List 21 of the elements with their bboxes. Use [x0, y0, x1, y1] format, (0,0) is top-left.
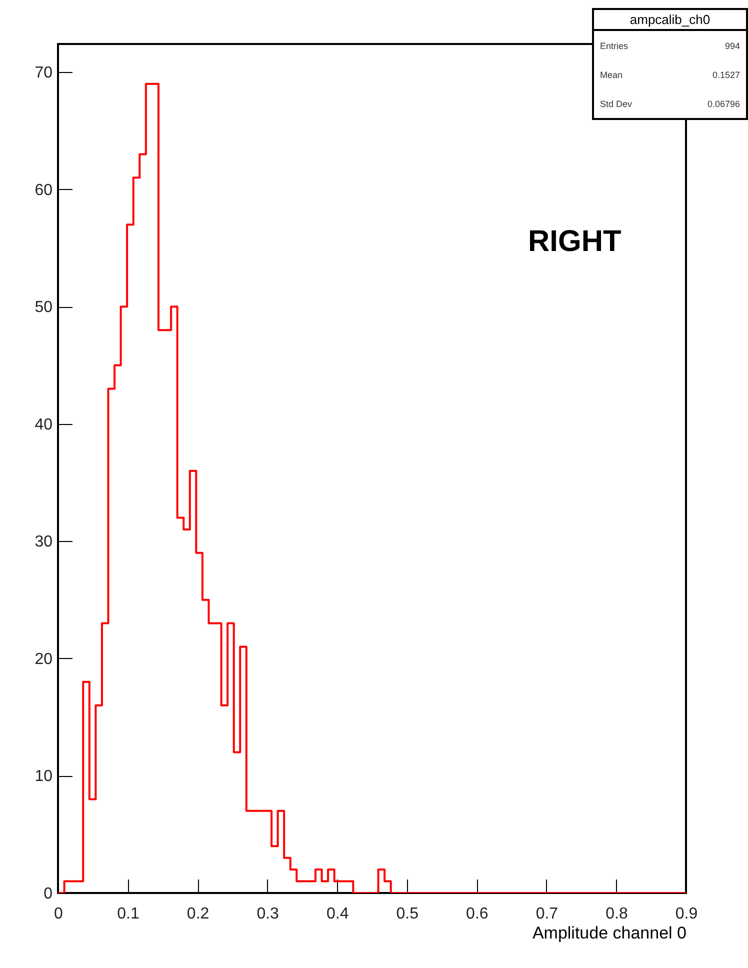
annotation: RIGHT: [528, 225, 622, 259]
stats-box: ampcalib_ch0 Entries 994 Mean 0.1527 Std Dev 0.06796: [592, 8, 748, 120]
x-tick-label: 0.3: [256, 906, 280, 922]
x-tick-label: 0.7: [536, 906, 558, 922]
x-tick-label: 0.6: [466, 906, 488, 922]
y-tick-label: 30: [34, 534, 53, 551]
x-tick-label: 0.5: [396, 906, 419, 922]
y-tick-label: 20: [34, 650, 53, 668]
y-tick-label: 10: [34, 768, 53, 786]
x-tick-label: 0.9: [675, 906, 698, 922]
x-tick-label: 0.4: [326, 906, 349, 922]
x-tick-label: 0.1: [117, 906, 140, 922]
y-tick-label: 70: [34, 64, 53, 82]
x-tick-label: 0: [54, 906, 64, 922]
y-tick-label: 60: [34, 182, 53, 199]
x-tick-label: 0.2: [186, 906, 210, 922]
x-tick-label: 0.8: [606, 906, 628, 922]
y-tick-label: 0: [44, 886, 53, 902]
x-axis-title: Amplitude channel 0: [532, 924, 686, 942]
y-tick-label: 40: [34, 416, 53, 434]
y-tick-label: 50: [34, 299, 53, 316]
